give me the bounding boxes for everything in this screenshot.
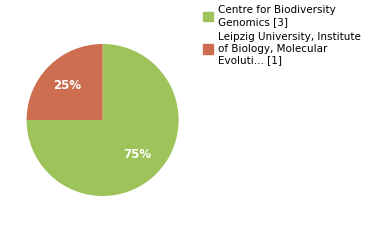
Legend: Centre for Biodiversity
Genomics [3], Leipzig University, Institute
of Biology, : Centre for Biodiversity Genomics [3], Le… [203, 5, 361, 65]
Wedge shape [27, 44, 179, 196]
Wedge shape [27, 44, 103, 120]
Text: 75%: 75% [124, 148, 152, 162]
Text: 25%: 25% [54, 78, 82, 92]
